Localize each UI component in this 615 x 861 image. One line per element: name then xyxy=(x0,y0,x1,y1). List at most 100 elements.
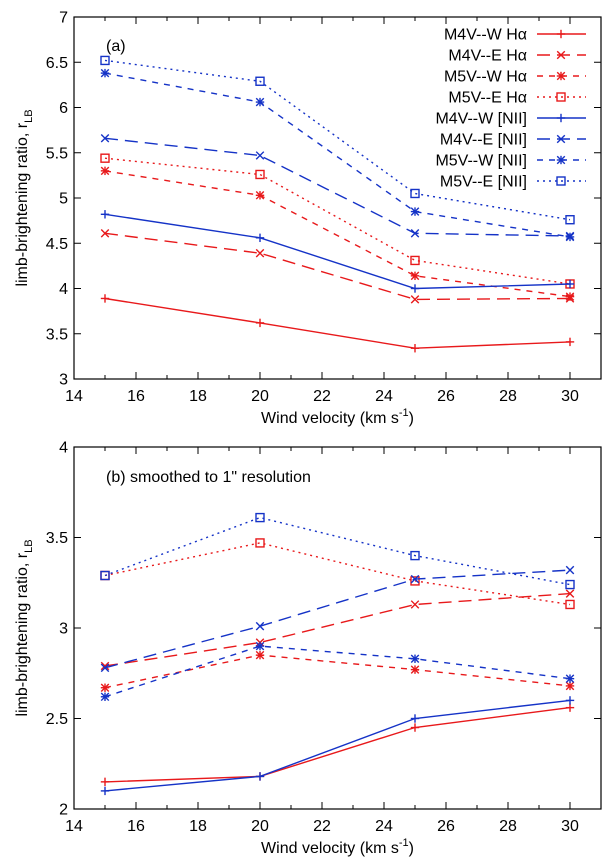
x-tick-label: 26 xyxy=(437,388,455,405)
legend-label: M4V--E Hα xyxy=(448,48,527,65)
data-point xyxy=(565,681,575,691)
chart-panel-b: 14 16 18 20 22 24 26 28 30 2 2.5 3 3.5 4 Wind velocity… xyxy=(14,440,602,857)
data-point xyxy=(410,723,420,732)
x-tick-label: 14 xyxy=(65,388,83,405)
data-point xyxy=(100,55,110,66)
data-point xyxy=(255,538,265,548)
x-tick-label: 18 xyxy=(189,388,207,405)
data-point xyxy=(410,295,420,304)
data-point xyxy=(565,589,575,598)
data-point xyxy=(410,188,420,199)
data-point xyxy=(100,661,110,671)
series-polyline xyxy=(104,699,571,792)
x-tick-label: 20 xyxy=(251,388,269,405)
data-point xyxy=(255,97,265,107)
y-tick-label: 3 xyxy=(59,621,68,638)
x-tick-label: 30 xyxy=(561,388,579,405)
data-point xyxy=(100,570,110,581)
x-tick-label: 28 xyxy=(499,388,517,405)
legend-label: M4V--E [NII] xyxy=(440,132,527,149)
data-point xyxy=(565,674,575,683)
data-point xyxy=(100,166,110,176)
y-tick-label: 2.5 xyxy=(46,711,68,728)
x-axis-label: Wind velocity (km s-1) xyxy=(261,407,414,427)
data-point xyxy=(100,229,110,238)
legend-label: M5V--W [NII] xyxy=(435,153,527,170)
data-point xyxy=(255,621,265,631)
data-point xyxy=(100,133,110,143)
data-point xyxy=(255,772,265,781)
y-tick-label: 4 xyxy=(59,281,68,298)
data-point xyxy=(410,344,420,353)
data-point xyxy=(255,151,265,160)
series-line-1 xyxy=(100,703,575,787)
series-line-2 xyxy=(100,229,575,304)
data-point xyxy=(100,294,110,303)
legend-marker xyxy=(556,113,566,123)
x-tick-label: 28 xyxy=(499,818,517,835)
data-point xyxy=(100,68,110,78)
series-polyline xyxy=(104,645,571,698)
legend-label: M4V--W [NII] xyxy=(435,111,527,128)
y-tick-label: 2 xyxy=(59,802,68,819)
series-polyline xyxy=(104,297,571,349)
series-polyline xyxy=(104,569,571,669)
data-point xyxy=(565,215,575,225)
data-point xyxy=(565,696,575,705)
y-tick-label: 5.5 xyxy=(46,145,68,162)
panel-label: (a) xyxy=(106,38,126,55)
x-tick-label: 14 xyxy=(65,818,83,835)
y-tick-label: 3 xyxy=(59,372,68,389)
data-point xyxy=(565,232,575,242)
series-line-3 xyxy=(100,650,575,693)
x-tick-label: 26 xyxy=(437,818,455,835)
data-point xyxy=(100,663,110,673)
x-tick-label: 16 xyxy=(127,818,145,835)
x-tick-label: 22 xyxy=(313,388,331,405)
legend-marker xyxy=(556,50,566,60)
y-tick-label: 4 xyxy=(59,440,68,457)
series-line-8 xyxy=(100,512,575,590)
x-tick-label: 16 xyxy=(127,388,145,405)
legend-label: M5V--E Hα xyxy=(448,90,527,107)
legend-marker xyxy=(556,155,566,165)
series-polyline xyxy=(104,72,571,238)
series-polyline xyxy=(104,542,571,606)
data-point xyxy=(565,703,575,712)
series-polyline xyxy=(104,232,571,301)
legend-label: M5V--W Hα xyxy=(444,69,527,86)
y-tick-label: 4.5 xyxy=(46,236,68,253)
data-point xyxy=(410,207,420,216)
data-point xyxy=(255,233,265,243)
data-point xyxy=(565,279,575,289)
data-point xyxy=(410,654,420,664)
data-point xyxy=(410,229,420,238)
data-point xyxy=(255,248,265,258)
data-point xyxy=(100,570,110,581)
y-tick-label: 6.5 xyxy=(46,55,68,72)
series-line-2 xyxy=(100,589,575,671)
x-tick-label: 24 xyxy=(375,818,393,835)
legend-marker xyxy=(556,92,566,102)
data-point xyxy=(100,786,110,796)
legend-marker xyxy=(556,29,566,39)
y-tick-label: 3.5 xyxy=(46,530,68,547)
x-tick-label: 20 xyxy=(251,818,269,835)
x-tick-label: 30 xyxy=(561,818,579,835)
series-line-1 xyxy=(100,294,575,353)
x-axis-label: Wind velocity (km s-1) xyxy=(261,837,414,857)
y-tick-label: 3.5 xyxy=(46,326,68,343)
series-line-7 xyxy=(100,641,575,702)
series-polyline xyxy=(104,213,571,290)
data-point xyxy=(410,574,420,584)
data-point xyxy=(100,692,110,702)
data-point xyxy=(100,210,110,219)
data-point xyxy=(410,576,420,586)
x-tick-label: 18 xyxy=(189,818,207,835)
y-axis-label: limb-brightening ratio, rLB xyxy=(14,109,35,286)
legend-marker xyxy=(556,176,566,186)
legend-marker xyxy=(556,134,566,144)
data-point xyxy=(100,777,110,787)
series-polyline xyxy=(104,59,571,221)
